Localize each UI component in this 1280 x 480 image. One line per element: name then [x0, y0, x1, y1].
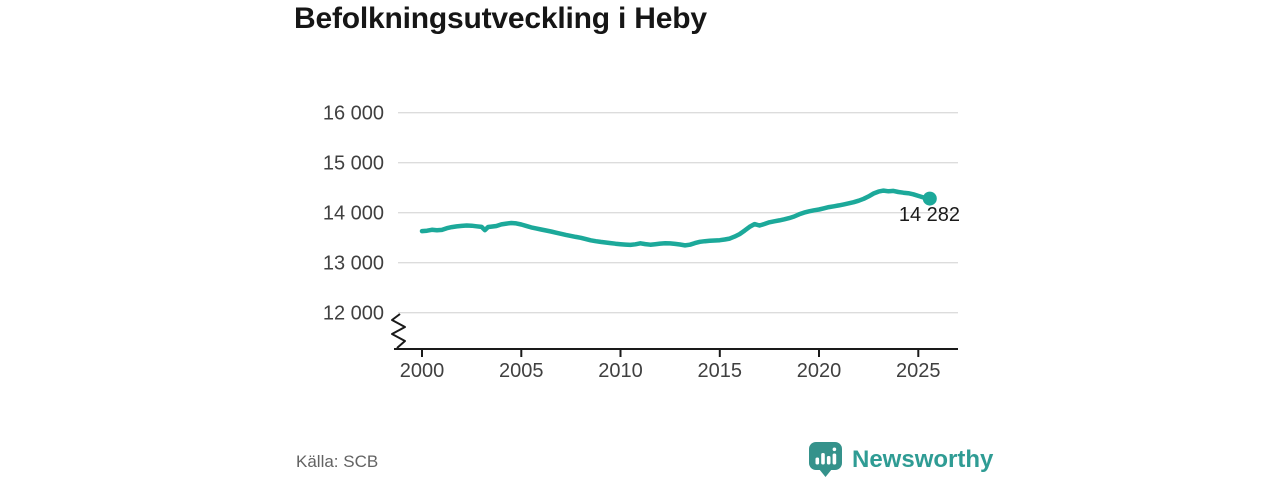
y-axis-tick-label: 13 000: [323, 253, 384, 275]
x-axis-tick-label: 2005: [499, 360, 544, 382]
y-axis-break-icon: [391, 313, 406, 349]
last-point-marker: [922, 191, 937, 206]
newsworthy-wordmark: Newsworthy: [852, 445, 994, 473]
x-axis-tick-label: 2025: [896, 360, 941, 382]
y-axis-tick-label: 16 000: [323, 103, 384, 125]
x-axis-tick-label: 2010: [598, 360, 643, 382]
x-axis-tick-label: 2015: [698, 360, 743, 382]
source-label: Källa: SCB: [296, 452, 379, 471]
y-axis-tick-label: 12 000: [323, 303, 384, 325]
x-axis-tick-label: 2020: [797, 360, 842, 382]
y-axis-tick-label: 14 000: [323, 203, 384, 225]
x-axis-tick-label: 2000: [400, 360, 445, 382]
newsworthy-logo[interactable]: Newsworthy: [808, 441, 993, 478]
last-value-label: 14 282: [899, 204, 960, 226]
population-line: [419, 188, 933, 248]
chart-title: Befolkningsutveckling i Heby: [294, 2, 707, 35]
newsworthy-bar-chart-bubble-icon: [809, 442, 842, 477]
y-axis-tick-label: 15 000: [323, 153, 384, 175]
